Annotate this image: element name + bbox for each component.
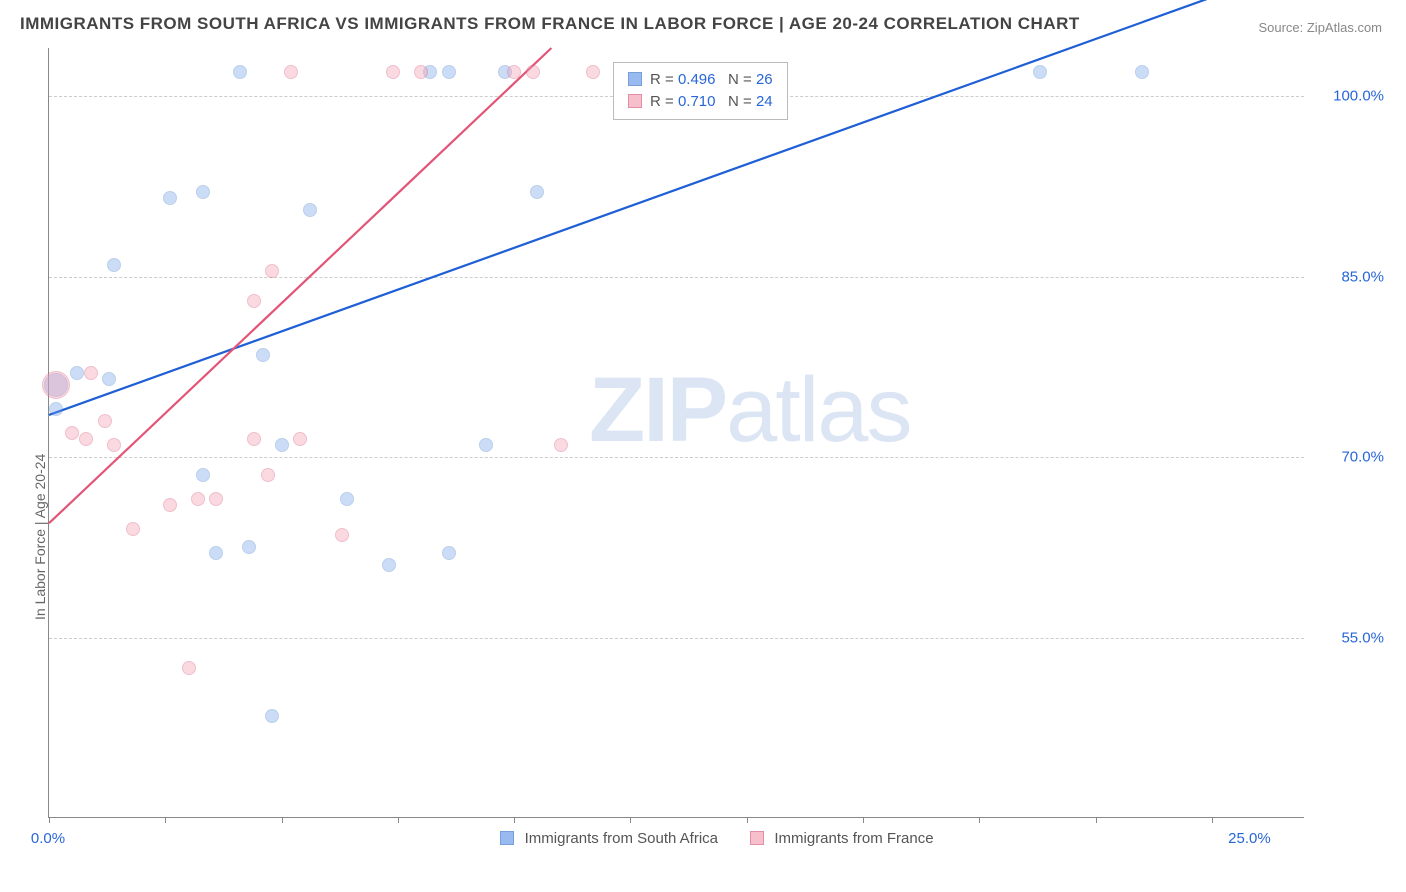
n-label: N = — [728, 71, 756, 88]
data-point-south_africa — [1135, 65, 1149, 79]
data-point-france — [554, 438, 568, 452]
data-point-south_africa — [303, 203, 317, 217]
data-point-france — [586, 65, 600, 79]
data-point-france — [261, 468, 275, 482]
data-point-south_africa — [102, 372, 116, 386]
data-point-france — [265, 264, 279, 278]
r-label: R = — [650, 93, 678, 110]
y-tick-label: 85.0% — [1341, 268, 1384, 285]
data-point-france — [84, 366, 98, 380]
data-point-france — [98, 414, 112, 428]
stats-swatch — [628, 72, 642, 86]
trend-line-france — [49, 48, 551, 523]
data-point-south_africa — [256, 348, 270, 362]
data-point-france — [507, 65, 521, 79]
data-point-france — [386, 65, 400, 79]
chart-title: IMMIGRANTS FROM SOUTH AFRICA VS IMMIGRAN… — [20, 14, 1080, 34]
data-point-south_africa — [442, 546, 456, 560]
data-point-france — [293, 432, 307, 446]
data-point-south_africa — [265, 709, 279, 723]
r-value: 0.710 — [678, 93, 716, 110]
data-point-south_africa — [233, 65, 247, 79]
data-point-france — [65, 426, 79, 440]
data-point-france — [335, 528, 349, 542]
stats-row: R = 0.496 N = 26 — [628, 69, 773, 91]
y-tick-label: 70.0% — [1341, 449, 1384, 466]
data-point-south_africa — [242, 540, 256, 554]
data-point-south_africa — [275, 438, 289, 452]
data-point-south_africa — [1033, 65, 1047, 79]
y-tick-label: 55.0% — [1341, 629, 1384, 646]
data-point-france — [191, 492, 205, 506]
data-point-south_africa — [49, 402, 63, 416]
data-point-france — [182, 661, 196, 675]
data-point-south_africa — [70, 366, 84, 380]
legend-bottom: Immigrants from South Africa Immigrants … — [0, 830, 1406, 847]
r-label: R = — [650, 71, 678, 88]
data-point-south_africa — [530, 185, 544, 199]
source-attribution: Source: ZipAtlas.com — [1258, 20, 1382, 35]
data-point-france — [526, 65, 540, 79]
scatter-chart: ZIPatlas R = 0.496 N = 26R = 0.710 N = 2… — [48, 48, 1304, 818]
data-point-south_africa — [209, 546, 223, 560]
data-point-france — [284, 65, 298, 79]
y-tick-label: 100.0% — [1333, 88, 1384, 105]
data-point-france — [209, 492, 223, 506]
data-point-france — [414, 65, 428, 79]
data-point-south_africa — [479, 438, 493, 452]
n-value: 24 — [756, 93, 773, 110]
data-point-france — [42, 371, 70, 399]
data-point-south_africa — [340, 492, 354, 506]
trend-lines — [49, 48, 1305, 818]
data-point-france — [79, 432, 93, 446]
legend-label-south-africa: Immigrants from South Africa — [525, 830, 718, 847]
data-point-south_africa — [163, 191, 177, 205]
n-label: N = — [728, 93, 756, 110]
legend-label-france: Immigrants from France — [774, 830, 933, 847]
r-value: 0.496 — [678, 71, 716, 88]
data-point-south_africa — [196, 185, 210, 199]
legend-swatch-south-africa — [500, 831, 514, 845]
data-point-france — [247, 294, 261, 308]
legend-swatch-france — [750, 831, 764, 845]
y-axis-label: In Labor Force | Age 20-24 — [32, 454, 48, 620]
data-point-south_africa — [196, 468, 210, 482]
stats-row: R = 0.710 N = 24 — [628, 91, 773, 113]
stats-swatch — [628, 94, 642, 108]
n-value: 26 — [756, 71, 773, 88]
data-point-france — [247, 432, 261, 446]
data-point-south_africa — [442, 65, 456, 79]
data-point-france — [107, 438, 121, 452]
data-point-south_africa — [107, 258, 121, 272]
stats-legend-box: R = 0.496 N = 26R = 0.710 N = 24 — [613, 62, 788, 120]
data-point-france — [163, 498, 177, 512]
data-point-south_africa — [382, 558, 396, 572]
data-point-france — [126, 522, 140, 536]
